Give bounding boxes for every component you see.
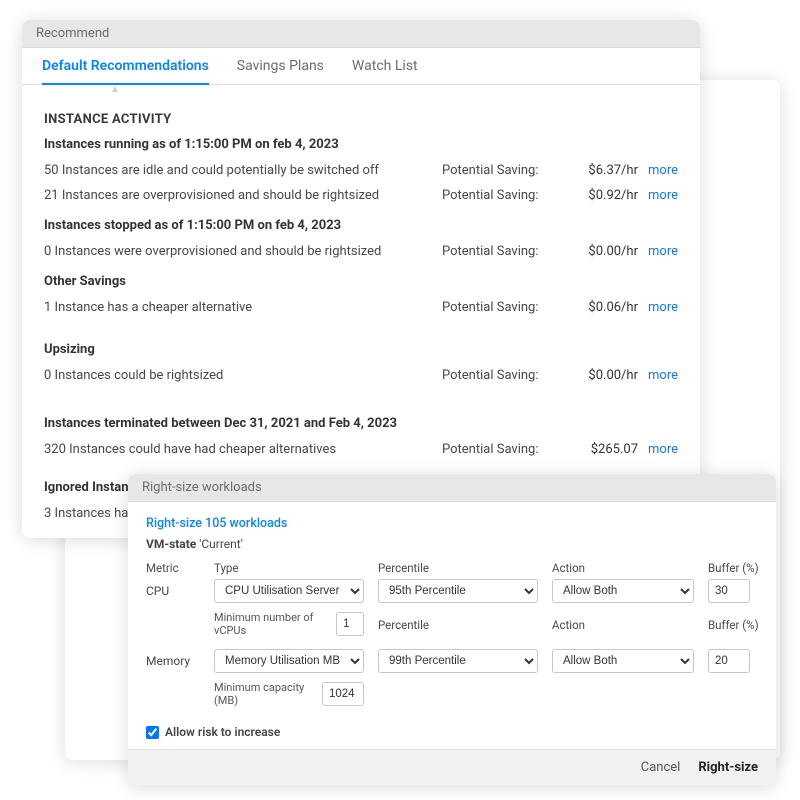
tab-default-recommendations[interactable]: Default Recommendations xyxy=(42,58,209,85)
more-link[interactable]: more xyxy=(648,368,678,383)
row-label: Potential Saving: xyxy=(442,368,554,383)
tab-pointer-icon: ▲ xyxy=(22,84,700,92)
panel-body: INSTANCE ACTIVITY Instances running as o… xyxy=(22,92,700,538)
memory-action-select[interactable]: Allow Both xyxy=(552,649,694,673)
more-link[interactable]: more xyxy=(648,244,678,259)
other-heading: Other Savings xyxy=(44,274,678,289)
tabs: Default Recommendations Savings Plans Wa… xyxy=(22,48,700,85)
tab-watch-list[interactable]: Watch List xyxy=(352,58,418,85)
row-stopped: 0 Instances were overprovisioned and sho… xyxy=(44,239,678,264)
cpu-min-label: Minimum number of vCPUs xyxy=(214,611,330,637)
more-link[interactable]: more xyxy=(648,188,678,203)
more-link[interactable]: more xyxy=(648,163,678,178)
row-desc: 21 Instances are overprovisioned and sho… xyxy=(44,188,442,203)
more-link[interactable]: more xyxy=(648,300,678,315)
row-value: $265.07 xyxy=(554,442,638,457)
terminated-heading: Instances terminated between Dec 31, 202… xyxy=(44,416,678,431)
dialog-footer: Cancel Right-size xyxy=(128,749,776,785)
row-upsizing: 0 Instances could be rightsized Potentia… xyxy=(44,363,678,388)
rightsize-button[interactable]: Right-size xyxy=(698,760,758,775)
upsizing-heading: Upsizing xyxy=(44,342,678,357)
cpu-min-input[interactable] xyxy=(336,612,364,636)
row-other: 1 Instance has a cheaper alternative Pot… xyxy=(44,295,678,320)
vm-state-value: 'Current' xyxy=(199,537,243,551)
hdr-action-2: Action xyxy=(552,618,694,634)
memory-type-select[interactable]: Memory Utilisation MB xyxy=(214,649,364,673)
cpu-type-select[interactable]: CPU Utilisation Server Level xyxy=(214,579,364,603)
vm-state: VM-state 'Current' xyxy=(146,537,758,551)
row-value: $6.37/hr xyxy=(554,163,638,178)
row-label: Potential Saving: xyxy=(442,442,554,457)
cpu-label: CPU xyxy=(146,584,200,598)
more-link[interactable]: more xyxy=(648,442,678,457)
allow-risk-row: Allow risk to increase xyxy=(146,717,758,743)
row-terminated: 320 Instances could have had cheaper alt… xyxy=(44,437,678,462)
config-grid: Metric Type Percentile Action Buffer (%)… xyxy=(146,561,758,717)
row-idle: 50 Instances are idle and could potentia… xyxy=(44,158,678,183)
allow-risk-label: Allow risk to increase xyxy=(165,725,280,739)
hdr-buffer-2: Buffer (%) xyxy=(708,618,776,634)
row-value: $0.00/hr xyxy=(554,244,638,259)
row-desc: 1 Instance has a cheaper alternative xyxy=(44,300,442,315)
memory-min-input[interactable] xyxy=(322,682,364,706)
row-overprovisioned: 21 Instances are overprovisioned and sho… xyxy=(44,183,678,208)
rightsize-panel: Right-size workloads Right-size 105 work… xyxy=(128,474,776,785)
panel-title: Recommend xyxy=(22,20,700,48)
cpu-percentile-select[interactable]: 95th Percentile xyxy=(378,579,538,603)
row-label: Potential Saving: xyxy=(442,188,554,203)
cancel-button[interactable]: Cancel xyxy=(641,760,681,775)
row-desc: 0 Instances could be rightsized xyxy=(44,368,442,383)
row-value: $0.92/hr xyxy=(554,188,638,203)
allow-risk-checkbox[interactable] xyxy=(146,726,159,739)
memory-buffer-input[interactable] xyxy=(708,649,750,673)
hdr-metric: Metric xyxy=(146,561,200,577)
row-desc: 0 Instances were overprovisioned and sho… xyxy=(44,244,442,259)
row-label: Potential Saving: xyxy=(442,244,554,259)
memory-percentile-select[interactable]: 99th Percentile xyxy=(378,649,538,673)
recommend-panel: Recommend Default Recommendations Saving… xyxy=(22,20,700,538)
hdr-percentile: Percentile xyxy=(378,561,538,577)
hdr-type: Type xyxy=(214,561,364,577)
rightsize-title: Right-size workloads xyxy=(128,474,776,502)
tab-savings-plans[interactable]: Savings Plans xyxy=(237,58,324,85)
cpu-action-select[interactable]: Allow Both xyxy=(552,579,694,603)
memory-label: Memory xyxy=(146,654,200,668)
rightsize-body: Right-size 105 workloads VM-state 'Curre… xyxy=(128,502,776,749)
hdr-percentile-2: Percentile xyxy=(378,618,538,634)
running-heading: Instances running as of 1:15:00 PM on fe… xyxy=(44,137,678,152)
rightsize-link[interactable]: Right-size 105 workloads xyxy=(146,516,758,531)
row-desc: 50 Instances are idle and could potentia… xyxy=(44,163,442,178)
vm-state-label: VM-state xyxy=(146,537,196,551)
row-label: Potential Saving: xyxy=(442,163,554,178)
row-desc: 320 Instances could have had cheaper alt… xyxy=(44,442,442,457)
hdr-action: Action xyxy=(552,561,694,577)
memory-min-label: Minimum capacity (MB) xyxy=(214,681,316,707)
hdr-buffer: Buffer (%) xyxy=(708,561,776,577)
stopped-heading: Instances stopped as of 1:15:00 PM on fe… xyxy=(44,218,678,233)
row-value: $0.06/hr xyxy=(554,300,638,315)
instance-activity-heading: INSTANCE ACTIVITY xyxy=(44,112,678,127)
row-label: Potential Saving: xyxy=(442,300,554,315)
cpu-buffer-input[interactable] xyxy=(708,579,750,603)
row-value: $0.00/hr xyxy=(554,368,638,383)
